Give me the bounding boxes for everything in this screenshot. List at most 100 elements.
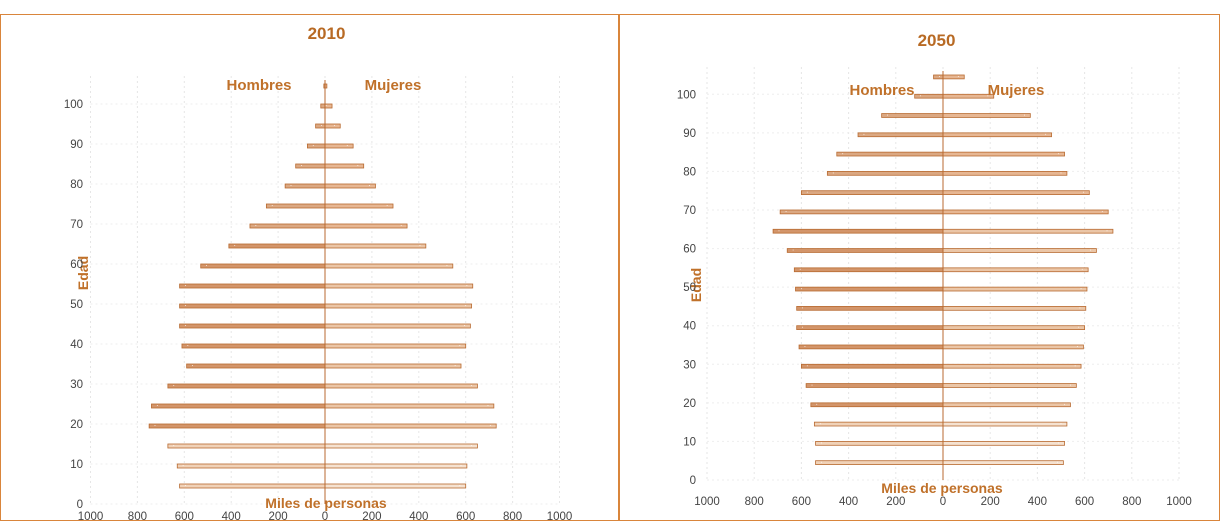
bar-mujeres-65-69 — [324, 223, 408, 229]
bar-mujeres-40-44 — [324, 323, 471, 329]
bar-mujeres-25-29 — [942, 363, 1082, 369]
chart-title: 2010 — [308, 24, 346, 43]
bar-mujeres-60-64 — [324, 243, 427, 249]
x-tick-label: 800 — [745, 496, 764, 508]
x-tick-label: 1000 — [1166, 496, 1192, 508]
bar-hombres-70-74 — [800, 190, 944, 195]
y-tick-label: 80 — [70, 179, 83, 191]
bar-hombres-45-49 — [179, 303, 326, 309]
bar-mujeres-95-99 — [942, 93, 995, 99]
pyramid-chart-2010: 2010 Hombres Mujeres Edad Miles de perso… — [64, 24, 573, 523]
y-tick-label: 10 — [70, 459, 83, 471]
bar-mujeres-75-79 — [324, 183, 376, 189]
x-tick-label: 800 — [1122, 496, 1141, 508]
bar-mujeres-0-4 — [942, 460, 1064, 465]
bar-hombres-5-9 — [815, 441, 944, 446]
x-tick-label: 1000 — [547, 511, 573, 520]
bar-mujeres-20-24 — [942, 383, 1077, 388]
bar-mujeres-25-29 — [324, 383, 478, 389]
bar-mujeres-65-69 — [942, 209, 1109, 215]
bar-mujeres-45-49 — [324, 303, 472, 309]
bar-hombres-95-99 — [320, 103, 326, 109]
x-tick-label: 200 — [886, 496, 905, 508]
bar-hombres-15-19 — [148, 423, 326, 429]
y-tick-label: 100 — [64, 99, 83, 111]
bar-mujeres-5-9 — [324, 463, 468, 469]
x-tick-label: 1000 — [78, 511, 104, 520]
bar-hombres-30-34 — [186, 363, 326, 369]
x-tick-label: 400 — [1028, 496, 1047, 508]
bar-mujeres-45-49 — [942, 286, 1088, 292]
bar-hombres-0-4 — [179, 483, 326, 489]
bar-hombres-95-99 — [914, 93, 944, 99]
bar-mujeres-50-54 — [942, 267, 1089, 273]
x-tick-label: 400 — [839, 496, 858, 508]
y-tick-label: 70 — [70, 219, 83, 231]
x-tick-label: 600 — [456, 511, 475, 520]
bar-mujeres-10-14 — [324, 443, 478, 449]
bar-hombres-0-4 — [815, 460, 944, 465]
x-tick-label: 200 — [362, 511, 381, 520]
x-tick-label: 600 — [792, 496, 811, 508]
bar-hombres-65-69 — [249, 223, 326, 229]
bar-hombres-40-44 — [179, 323, 326, 329]
y-tick-label: 30 — [683, 359, 696, 371]
x-tick-label: 200 — [981, 496, 1000, 508]
y-tick-label: 0 — [690, 475, 696, 487]
x-tick-label: 0 — [322, 511, 328, 520]
y-axis-label: Edad — [688, 268, 704, 302]
bar-mujeres-85-89 — [324, 143, 354, 149]
bar-mujeres-35-39 — [324, 343, 467, 349]
pyramid-panel-2010: 2010 Hombres Mujeres Edad Miles de perso… — [0, 14, 619, 523]
bar-mujeres-40-44 — [942, 306, 1087, 311]
right-label: Mujeres — [988, 82, 1045, 99]
y-tick-label: 90 — [683, 128, 696, 140]
bar-mujeres-15-19 — [324, 423, 497, 429]
bar-hombres-20-24 — [151, 403, 326, 409]
bar-hombres-55-59 — [786, 248, 944, 253]
left-label: Hombres — [226, 77, 291, 94]
chart-title: 2050 — [918, 31, 956, 50]
x-tick-label: 400 — [222, 511, 241, 520]
y-tick-label: 100 — [677, 89, 696, 101]
y-axis-label: Edad — [75, 256, 91, 290]
bar-hombres-35-39 — [796, 325, 944, 330]
bar-hombres-10-14 — [813, 421, 944, 427]
tick-labels: 0 10 20 30 40 50 60 70 80 90 100 1000 800 600 400 200 0 2… — [64, 99, 573, 523]
bar-hombres-70-74 — [265, 203, 326, 209]
x-axis-label: Miles de personas — [265, 495, 387, 511]
x-tick-label: 0 — [940, 496, 946, 508]
bar-hombres-60-64 — [228, 243, 326, 249]
bar-mujeres-30-34 — [324, 363, 462, 369]
y-tick-label: 20 — [683, 398, 696, 410]
bar-mujeres-75-79 — [942, 171, 1068, 176]
bar-hombres-30-34 — [798, 344, 944, 350]
bar-hombres-20-24 — [805, 383, 944, 388]
bar-hombres-5-9 — [176, 463, 326, 469]
y-tick-label: 50 — [70, 299, 83, 311]
y-tick-label: 30 — [70, 379, 83, 391]
bar-hombres-55-59 — [200, 263, 326, 269]
y-tick-label: 20 — [70, 419, 83, 431]
bar-hombres-25-29 — [800, 363, 944, 369]
bar-mujeres-70-74 — [942, 190, 1090, 195]
bar-hombres-50-54 — [793, 267, 944, 273]
bar-hombres-35-39 — [181, 343, 326, 349]
bar-mujeres-0-4 — [324, 483, 467, 489]
x-tick-label: 800 — [503, 511, 522, 520]
x-tick-label: 800 — [128, 511, 147, 520]
x-tick-label: 400 — [409, 511, 428, 520]
y-tick-label: 40 — [683, 321, 696, 333]
bar-mujeres-20-24 — [324, 403, 495, 409]
x-tick-label: 600 — [1075, 496, 1094, 508]
clipped-header-strip — [0, 0, 1220, 14]
bar-hombres-15-19 — [810, 402, 944, 408]
bar-mujeres-50-54 — [324, 283, 474, 289]
x-tick-label: 200 — [269, 511, 288, 520]
bar-hombres-10-14 — [167, 443, 326, 449]
bar-hombres-85-89 — [857, 132, 944, 138]
pyramid-panel-2050: 2050 Hombres Mujeres Edad Miles de perso… — [619, 14, 1220, 521]
bar-hombres-80-84 — [295, 163, 326, 169]
bar-hombres-50-54 — [179, 283, 326, 289]
